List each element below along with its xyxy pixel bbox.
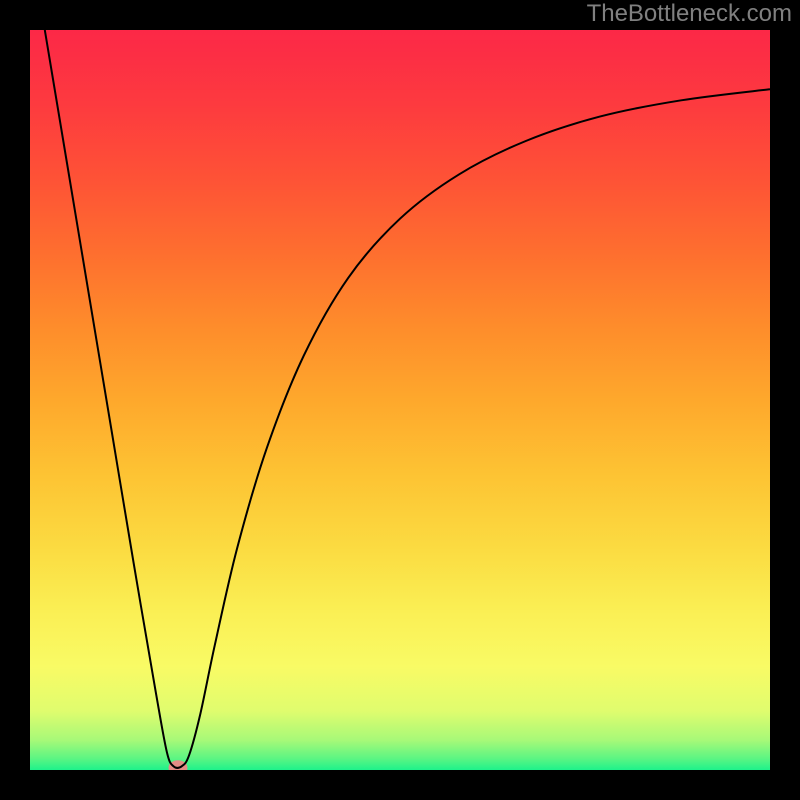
chart-container: TheBottleneck.com bbox=[0, 0, 800, 800]
bottleneck-chart bbox=[0, 0, 800, 800]
plot-background bbox=[30, 30, 770, 770]
